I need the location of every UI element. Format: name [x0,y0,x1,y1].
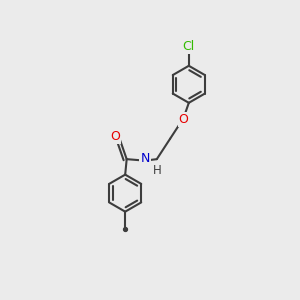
Text: Cl: Cl [183,40,195,52]
Text: O: O [110,130,120,143]
Text: N: N [140,152,150,165]
Text: O: O [178,113,188,126]
Text: H: H [153,164,162,177]
